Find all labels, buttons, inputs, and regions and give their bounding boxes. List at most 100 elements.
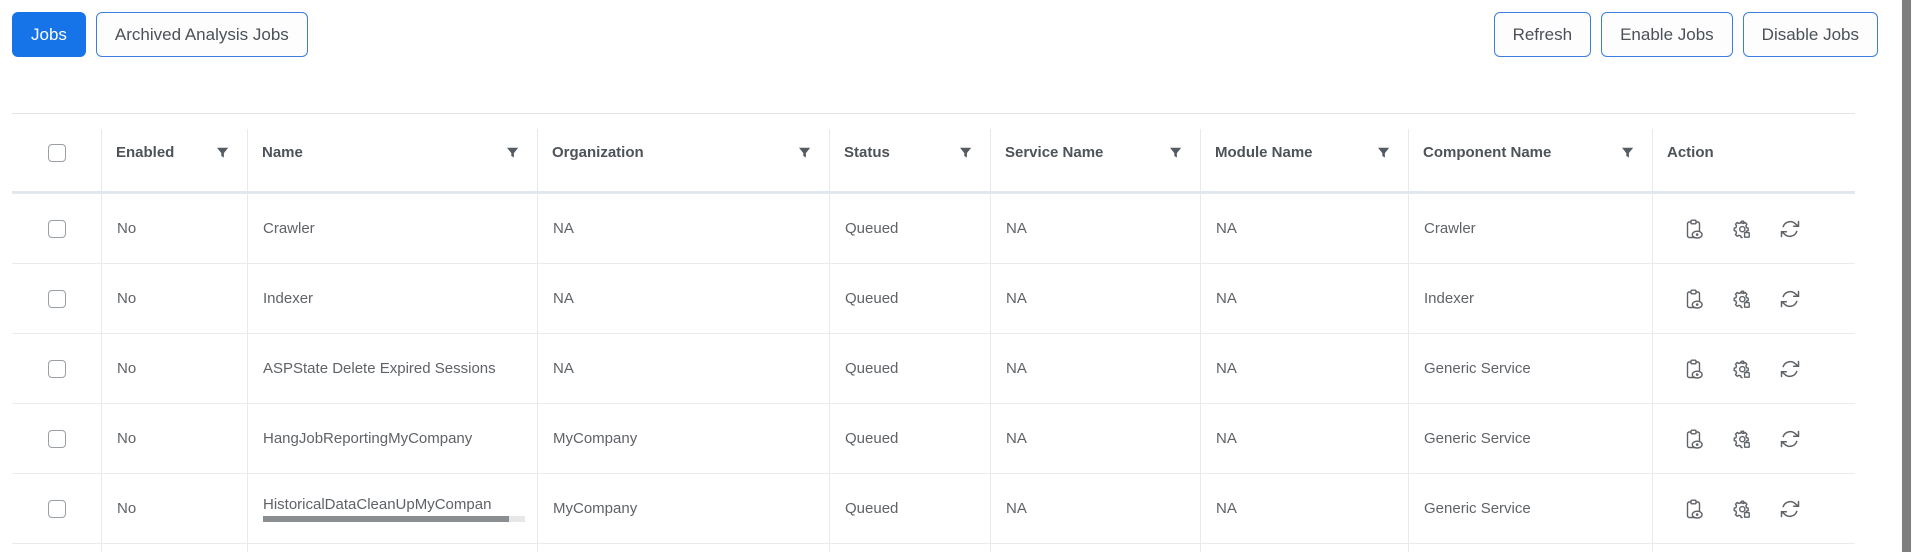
table-row: No HangJobReportingMyCompany MyCompany Q… [12,404,1855,474]
row-checkbox[interactable] [47,219,66,238]
filter-funnel-icon-enabled[interactable] [215,145,231,161]
sync-icon[interactable] [1779,498,1801,520]
column-header-module-name: Module Name [1200,114,1408,191]
enabled-cell: No [101,474,247,543]
gear-icon[interactable] [1731,218,1753,240]
table-header-row: Enabled Name Organization Status Service… [12,114,1855,191]
module-name-cell: NA [1200,334,1408,403]
clipboard-eye-icon[interactable] [1683,288,1705,310]
enable-jobs-button[interactable]: Enable Jobs [1601,12,1733,57]
service-name-cell: NA [990,334,1200,403]
organization-cell: MyCompany [537,474,829,543]
tab-archived-analysis-jobs[interactable]: Archived Analysis Jobs [95,12,308,57]
filter-funnel-icon-status[interactable] [958,145,974,161]
module-name-cell: NA [1200,194,1408,263]
action-cell [1652,264,1855,333]
column-label: Action [1667,144,1714,161]
column-header-component-name: Component Name [1408,114,1652,191]
table-row: No ASPState Delete Expired Sessions NA Q… [12,334,1855,404]
refresh-button[interactable]: Refresh [1493,12,1592,57]
name-cell-horizontal-scrollbar[interactable] [263,515,525,522]
action-cell [1652,404,1855,473]
module-name-cell: NA [1200,264,1408,333]
vertical-scrollbar[interactable] [1901,0,1912,552]
table-row: No Indexer NA Queued NA NA Indexer [12,264,1855,334]
name-cell: HangJobReportingMyCompany [247,404,537,473]
clipboard-eye-icon[interactable] [1683,498,1705,520]
select-all-checkbox[interactable] [47,143,66,162]
module-name-cell: NA [1200,404,1408,473]
filter-funnel-icon-component-name[interactable] [1620,145,1636,161]
service-name-cell: NA [990,264,1200,333]
filter-funnel-icon-organization[interactable] [797,145,813,161]
filter-funnel-icon-service-name[interactable] [1168,145,1184,161]
sync-icon[interactable] [1779,358,1801,380]
gear-icon[interactable] [1731,358,1753,380]
column-label: Status [844,144,890,161]
organization-cell: NA [537,264,829,333]
view-tabs: Jobs Archived Analysis Jobs [12,12,308,57]
organization-cell: MyCompany [537,404,829,473]
name-cell: ASPState Delete Expired Sessions [247,334,537,403]
gear-icon[interactable] [1731,428,1753,450]
name-cell: Indexer [247,264,537,333]
name-cell: HistoricalDataCleanUpMyCompan [247,474,537,543]
header-separator [12,191,1855,194]
row-checkbox[interactable] [47,359,66,378]
column-label: Component Name [1423,144,1552,161]
enabled-cell: No [101,404,247,473]
job-actions: Refresh Enable Jobs Disable Jobs [1493,12,1878,57]
service-name-cell: NA [990,194,1200,263]
column-header-action: Action [1652,114,1855,191]
jobs-table: Enabled Name Organization Status Service… [12,113,1855,552]
action-cell [1652,194,1855,263]
sync-icon[interactable] [1779,218,1801,240]
column-header-status: Status [829,114,990,191]
status-cell: Queued [829,334,990,403]
column-label: Module Name [1215,144,1313,161]
sync-icon[interactable] [1779,428,1801,450]
clipboard-eye-icon[interactable] [1683,358,1705,380]
clipboard-eye-icon[interactable] [1683,428,1705,450]
status-cell: Queued [829,474,990,543]
component-name-cell: Generic Service [1408,334,1652,403]
action-cell [1652,334,1855,403]
gear-icon[interactable] [1731,288,1753,310]
column-header-organization: Organization [537,114,829,191]
top-toolbar: Jobs Archived Analysis Jobs Refresh Enab… [12,12,1878,57]
service-name-cell: NA [990,474,1200,543]
enabled-cell: No [101,194,247,263]
organization-cell: NA [537,334,829,403]
sync-icon[interactable] [1779,288,1801,310]
filter-funnel-icon-module-name[interactable] [1376,145,1392,161]
table-row: No Crawler NA Queued NA NA Crawler [12,194,1855,264]
tab-jobs[interactable]: Jobs [12,12,86,57]
organization-cell: NA [537,194,829,263]
enabled-cell: No [101,334,247,403]
scrollbar-thumb[interactable] [263,515,510,522]
service-name-cell: NA [990,404,1200,473]
column-header-enabled: Enabled [101,114,247,191]
status-cell: Queued [829,194,990,263]
row-checkbox[interactable] [47,499,66,518]
name-cell: Crawler [247,194,537,263]
scrollbar-thumb[interactable] [1902,0,1911,552]
component-name-cell: Generic Service [1408,474,1652,543]
column-label: Service Name [1005,144,1104,161]
component-name-cell: Generic Service [1408,404,1652,473]
gear-icon[interactable] [1731,498,1753,520]
disable-jobs-button[interactable]: Disable Jobs [1742,12,1878,57]
row-checkbox[interactable] [47,289,66,308]
column-label: Enabled [116,144,175,161]
table-row: No HistoricalDataCleanUpMyCompan MyCompa… [12,474,1855,544]
truncated-name-text: HistoricalDataCleanUpMyCompan [263,495,492,513]
column-label: Name [262,144,303,161]
select-all-cell [12,114,101,191]
clipboard-eye-icon[interactable] [1683,218,1705,240]
action-cell [1652,474,1855,543]
component-name-cell: Crawler [1408,194,1652,263]
filter-funnel-icon-name[interactable] [505,145,521,161]
row-checkbox[interactable] [47,429,66,448]
column-header-name: Name [247,114,537,191]
